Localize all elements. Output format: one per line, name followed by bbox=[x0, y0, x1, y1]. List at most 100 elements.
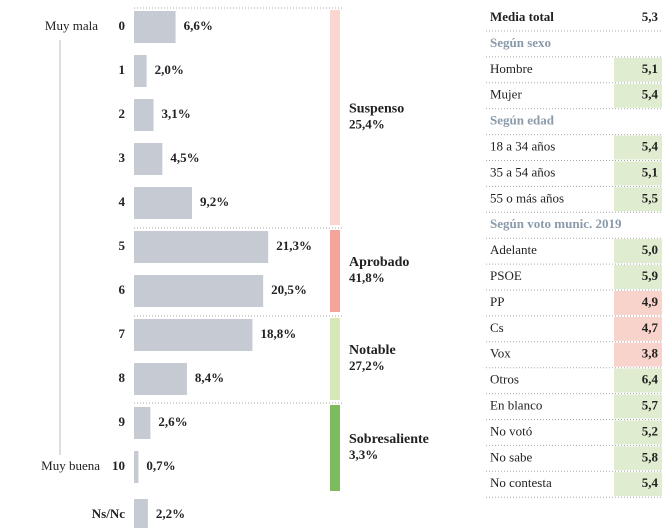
category-label: Ns/Nc bbox=[92, 506, 125, 521]
row-label: PP bbox=[490, 294, 504, 309]
bar bbox=[134, 499, 148, 528]
row-value: 5,7 bbox=[642, 397, 659, 412]
row-value: 5,4 bbox=[642, 475, 659, 490]
group-value: 41,8% bbox=[349, 270, 385, 285]
value-label: 6,6% bbox=[184, 18, 213, 33]
bar bbox=[134, 231, 269, 263]
row-value: 3,8 bbox=[642, 346, 659, 361]
row-value: 5,9 bbox=[642, 268, 659, 283]
bar bbox=[134, 99, 154, 131]
row-value: 4,9 bbox=[642, 294, 659, 309]
category-label: 3 bbox=[119, 150, 126, 165]
value-cell bbox=[614, 290, 662, 315]
group-bar bbox=[330, 405, 340, 491]
group-bar bbox=[330, 10, 340, 225]
value-cell bbox=[614, 446, 662, 471]
value-label: 9,2% bbox=[200, 194, 229, 209]
value-label: 4,5% bbox=[170, 150, 199, 165]
category-label: 0 bbox=[119, 18, 126, 33]
value-label: 21,3% bbox=[276, 238, 312, 253]
scale-start: Muy mala bbox=[45, 18, 98, 33]
group-name: Suspenso bbox=[349, 102, 404, 117]
group-name: Sobresaliente bbox=[349, 432, 429, 447]
value-cell bbox=[614, 83, 662, 108]
row-label: PSOE bbox=[490, 268, 522, 283]
row-label: Hombre bbox=[490, 61, 533, 76]
group-bar bbox=[330, 230, 340, 312]
value-label: 2,6% bbox=[158, 414, 187, 429]
row-value: 5,2 bbox=[642, 423, 658, 438]
group-bar bbox=[330, 318, 340, 400]
row-value: 5,1 bbox=[642, 61, 658, 76]
row-value: 5,3 bbox=[642, 9, 659, 24]
value-cell bbox=[614, 394, 662, 419]
value-cell bbox=[614, 342, 662, 367]
bar bbox=[134, 451, 139, 483]
category-label: 4 bbox=[119, 194, 126, 209]
row-label: Otros bbox=[490, 372, 519, 387]
row-label: 18 a 34 años bbox=[490, 138, 555, 153]
row-value: 5,4 bbox=[642, 138, 659, 153]
row-label: Cs bbox=[490, 320, 504, 335]
row-label: Vox bbox=[490, 346, 511, 361]
bar bbox=[134, 55, 147, 87]
value-cell bbox=[614, 161, 662, 186]
category-label: 6 bbox=[119, 282, 126, 297]
group-name: Notable bbox=[349, 343, 396, 358]
row-value: 6,4 bbox=[642, 372, 659, 387]
category-label: 7 bbox=[119, 326, 126, 341]
value-cell bbox=[614, 239, 662, 264]
bar bbox=[134, 187, 192, 219]
value-label: 2,2% bbox=[156, 506, 185, 521]
row-value: 4,7 bbox=[642, 320, 659, 335]
section-label: Según edad bbox=[490, 113, 555, 128]
value-cell bbox=[614, 265, 662, 289]
row-label: 55 o más años bbox=[490, 190, 564, 205]
row-value: 5,8 bbox=[642, 449, 659, 464]
bar bbox=[134, 363, 187, 395]
section-label: Según sexo bbox=[490, 35, 551, 50]
row-value: 5,0 bbox=[642, 242, 658, 257]
bar bbox=[134, 143, 163, 175]
value-label: 18,8% bbox=[260, 326, 296, 341]
bar bbox=[134, 11, 176, 43]
row-value: 5,1 bbox=[642, 164, 658, 179]
category-label: 1 bbox=[119, 62, 126, 77]
row-label: 35 a 54 años bbox=[490, 164, 555, 179]
category-label: 10 bbox=[112, 458, 125, 473]
row-label: En blanco bbox=[490, 397, 542, 412]
row-label: Adelante bbox=[490, 242, 537, 257]
value-cell bbox=[614, 57, 662, 82]
row-value: 5,4 bbox=[642, 87, 659, 102]
value-cell bbox=[614, 316, 662, 341]
group-value: 3,3% bbox=[349, 447, 378, 462]
section-label: Según voto munic. 2019 bbox=[490, 216, 622, 231]
category-label: 2 bbox=[119, 106, 126, 121]
group-value: 25,4% bbox=[349, 116, 385, 131]
value-cell bbox=[614, 187, 662, 212]
row-label: No sabe bbox=[490, 449, 532, 464]
value-label: 3,1% bbox=[162, 106, 191, 121]
value-cell bbox=[614, 420, 662, 445]
value-label: 8,4% bbox=[195, 370, 224, 385]
category-label: 9 bbox=[119, 414, 126, 429]
category-label: 8 bbox=[119, 370, 126, 385]
row-label: Media total bbox=[490, 9, 554, 24]
value-label: 2,0% bbox=[155, 62, 184, 77]
value-cell bbox=[614, 368, 662, 393]
row-label: No votó bbox=[490, 423, 532, 438]
bar bbox=[134, 407, 151, 439]
row-value: 5,5 bbox=[642, 190, 659, 205]
row-label: No contesta bbox=[490, 475, 552, 490]
value-cell bbox=[614, 135, 662, 160]
row-label: Mujer bbox=[490, 87, 522, 102]
bar bbox=[134, 275, 264, 307]
scale-end: Muy buena bbox=[41, 458, 100, 473]
group-name: Aprobado bbox=[349, 255, 409, 270]
value-label: 0,7% bbox=[146, 458, 175, 473]
group-value: 27,2% bbox=[349, 358, 385, 373]
value-label: 20,5% bbox=[271, 282, 307, 297]
bar bbox=[134, 319, 253, 351]
value-cell bbox=[614, 472, 662, 497]
